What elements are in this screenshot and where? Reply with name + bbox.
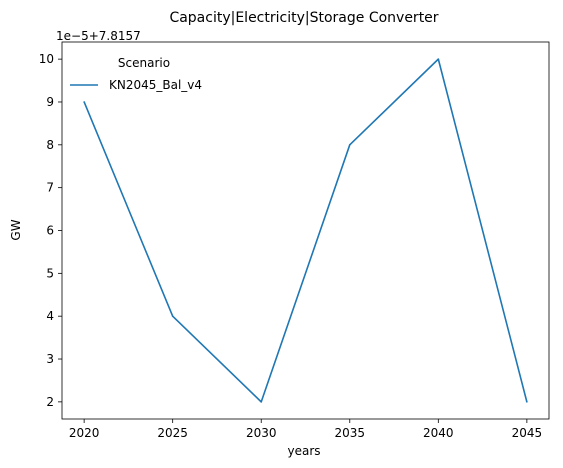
legend-title: Scenario (118, 56, 170, 70)
data-point (171, 315, 174, 317)
y-tick-label: 4 (46, 309, 54, 323)
series-lines (83, 58, 528, 403)
y-axis-ticks: 2 3 4 5 6 7 8 9 10 (39, 52, 62, 409)
x-tick-label: 2030 (246, 426, 277, 440)
y-tick-label: 9 (46, 95, 54, 109)
x-axis-ticks: 2020 2025 2030 2035 2040 2045 (69, 419, 542, 440)
y-tick-label: 7 (46, 181, 54, 195)
x-tick-label: 2040 (423, 426, 454, 440)
data-point (437, 58, 440, 60)
chart-title: Capacity|Electricity|Storage Converter (169, 10, 438, 26)
y-tick-label: 10 (39, 52, 54, 66)
y-tick-label: 3 (46, 352, 54, 366)
x-tick-label: 2020 (69, 426, 100, 440)
legend: Scenario KN2045_Bal_v4 (70, 56, 202, 92)
series-line (83, 58, 528, 403)
y-axis-label: GW (9, 219, 23, 240)
plot-border (61, 41, 550, 420)
data-point (260, 401, 263, 403)
x-axis-label: years (287, 444, 320, 458)
x-tick-label: 2035 (334, 426, 365, 440)
x-tick-label: 2045 (512, 426, 543, 440)
y-tick-label: 5 (46, 266, 54, 280)
data-point (83, 101, 85, 103)
x-tick-label: 2025 (157, 426, 188, 440)
y-tick-label: 8 (46, 138, 54, 152)
y-tick-label: 2 (46, 395, 54, 409)
y-tick-label: 6 (46, 224, 54, 238)
data-point (526, 401, 528, 403)
plot-frame (61, 41, 550, 420)
data-point (348, 144, 351, 146)
legend-entry-label: KN2045_Bal_v4 (109, 78, 202, 92)
y-offset-label: 1e−5+7.8157 (56, 29, 141, 43)
